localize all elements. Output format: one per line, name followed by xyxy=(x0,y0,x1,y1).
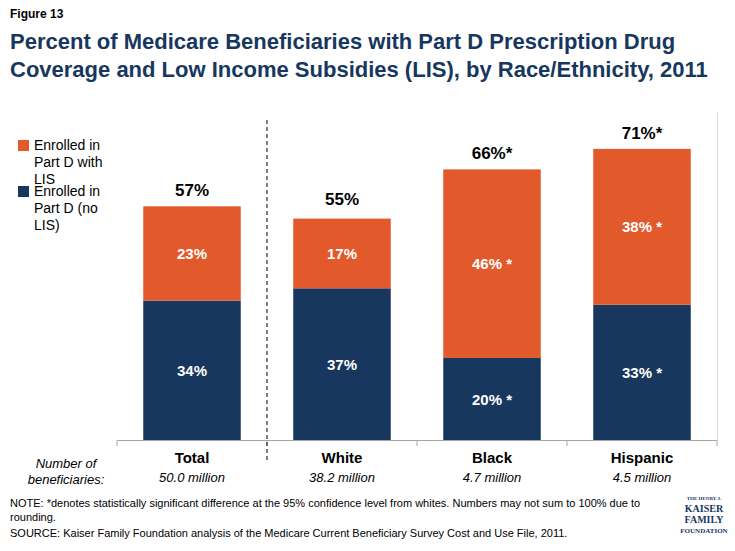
legend-item: Enrolled inPart D withLIS xyxy=(18,137,102,187)
bar-segment xyxy=(593,305,691,440)
legend-label: Enrolled inPart D withLIS xyxy=(34,137,102,187)
title: Percent of Medicare Beneficiaries with P… xyxy=(10,29,708,82)
category-divider xyxy=(717,440,718,446)
note: NOTE: *denotes statistically significant… xyxy=(10,497,640,523)
beneficiaries-title: beneficiaries: xyxy=(28,472,105,487)
beneficiaries-label: 4.5 million xyxy=(613,470,672,485)
data-label: 46% * xyxy=(472,255,512,272)
bar-segment xyxy=(293,219,391,289)
data-label: 23% xyxy=(177,245,207,262)
x-tick-label: White xyxy=(322,449,363,466)
beneficiaries-label: 50.0 million xyxy=(159,470,225,485)
x-tick-label: Black xyxy=(472,449,513,466)
data-label: 20% * xyxy=(472,391,512,408)
y-axis xyxy=(717,113,718,441)
text-line: Enrolled in xyxy=(34,137,100,153)
legend-swatch xyxy=(18,186,29,197)
bar-segment xyxy=(143,301,241,440)
data-label: 17% xyxy=(327,245,357,262)
chart: Figure 13 Percent of Medicare Beneficiari… xyxy=(0,0,735,551)
legend-swatch xyxy=(18,140,29,151)
bars xyxy=(143,149,691,440)
data-label: 34% xyxy=(177,362,207,379)
logo-text: FOUNDATION xyxy=(680,527,727,535)
total-label: 55% xyxy=(325,190,359,209)
beneficiaries-label: 4.7 million xyxy=(463,470,522,485)
legend-item: Enrolled inPart D (noLIS) xyxy=(18,183,100,233)
text-line: Coverage and Low Income Subsidies (LIS),… xyxy=(10,57,708,82)
data-label: 33% * xyxy=(622,364,662,381)
text-line: Part D (no xyxy=(34,200,98,216)
text-line: Enrolled in xyxy=(34,183,100,199)
beneficiaries-title: Number of xyxy=(36,456,98,471)
data-label: 38% * xyxy=(622,218,662,235)
total-label: 71%* xyxy=(622,124,663,143)
legend: Enrolled inPart D withLISEnrolled inPart… xyxy=(18,137,102,233)
figure-label: Figure 13 xyxy=(10,7,64,21)
category-divider xyxy=(417,440,418,446)
x-tick: White xyxy=(322,440,363,466)
logo-text: FAMILY xyxy=(685,514,725,525)
logo: THE HENRY J. KAISERFAMILY FOUNDATION xyxy=(680,496,727,535)
text-line: Percent of Medicare Beneficiaries with P… xyxy=(10,29,675,54)
x-tick-label: Hispanic xyxy=(611,449,674,466)
x-tick-label: Total xyxy=(175,449,210,466)
separator xyxy=(267,120,268,462)
x-tick: Hispanic xyxy=(611,440,674,466)
total-label: 57% xyxy=(175,181,209,200)
x-tick: Total xyxy=(175,440,210,466)
bar-segment xyxy=(293,288,391,440)
data-labels: 34% 37% 20% * 33% * 23% 17% 46% * 38% * 57% 55% 66… xyxy=(175,124,663,408)
category-divider xyxy=(117,440,118,446)
data-label: 37% xyxy=(327,356,357,373)
y-axis-line xyxy=(717,113,718,441)
x-axis: Total White Black Hispanic xyxy=(118,440,718,466)
text-line: Part D with xyxy=(34,154,102,170)
beneficiaries-label: 38.2 million xyxy=(309,470,375,485)
text-line: NOTE: *denotes statistically significant… xyxy=(10,497,640,509)
bar-segment xyxy=(593,149,691,305)
bar-segment xyxy=(143,206,241,300)
logo-text: THE HENRY J. xyxy=(687,496,722,501)
category-divider xyxy=(567,440,568,446)
x-tick: Black xyxy=(472,440,513,466)
text-line: rounding. xyxy=(10,511,56,523)
total-label: 66%* xyxy=(472,144,513,163)
bar-segment xyxy=(443,169,541,358)
legend-label: Enrolled inPart D (noLIS) xyxy=(34,183,100,233)
source: SOURCE: Kaiser Family Foundation analysi… xyxy=(10,527,567,539)
text-line: LIS) xyxy=(34,217,60,233)
logo-text: KAISER xyxy=(685,503,724,514)
bar-segment xyxy=(443,358,541,440)
